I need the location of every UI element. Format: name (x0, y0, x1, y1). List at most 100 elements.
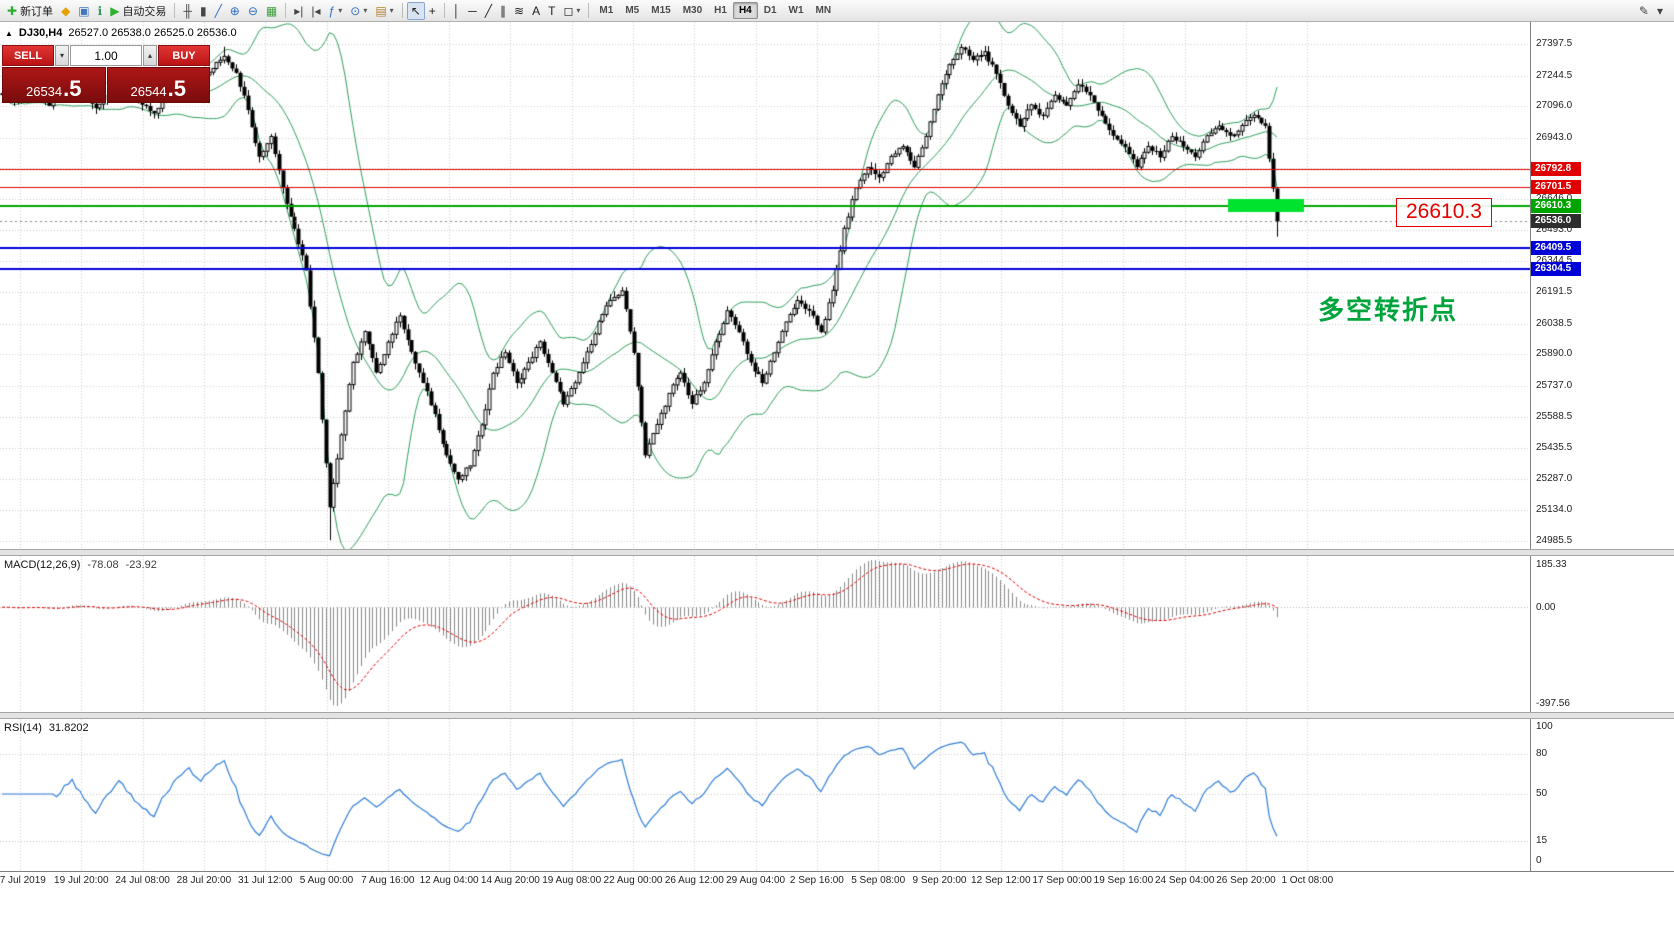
timeframe-m30-button[interactable]: M30 (682, 5, 703, 16)
annotation-text[interactable]: 多空转折点 (1318, 295, 1459, 325)
templates-button[interactable]: ▤ ▾ (371, 2, 397, 20)
timeframe-m5-button[interactable]: M5 (625, 5, 640, 16)
macd-scale-min-label: -397.56 (1536, 698, 1570, 709)
price-tick-label: 26038.5 (1536, 317, 1573, 329)
fibonacci-button[interactable]: ≋ (510, 2, 528, 20)
crosshair-button[interactable]: + (425, 2, 440, 20)
cursor-arrow-icon: ↖ (410, 3, 421, 18)
price-callout-label[interactable]: 26610.3 (1396, 198, 1492, 227)
chart-macd-splitter[interactable] (0, 549, 1674, 556)
market-watch-button[interactable]: ◆ (57, 2, 74, 20)
cursor-button[interactable]: ↖ (406, 1, 425, 20)
price-tick-label: 25435.5 (1536, 442, 1573, 454)
symbol-timeframe-label: DJ30,H4 (18, 27, 63, 39)
trendline-icon: ╱ (484, 3, 493, 18)
time-axis-label: 12 Sep 12:00 (971, 875, 1031, 886)
trade-panel-price-row: 26534 .5 26544 .5 (2, 67, 210, 103)
volume-decrease-button[interactable]: ▾ (55, 45, 69, 66)
macd-pane: MACD(12,26,9) -78.08 -23.92 185.33 0.00 -3… (0, 556, 1674, 712)
price-scale[interactable]: 27397.527244.527096.026943.026794.526646… (1530, 22, 1674, 549)
time-axis-label: 19 Jul 20:00 (54, 875, 109, 886)
navigator-icon: ▣ (78, 3, 90, 18)
zoom-out-icon: ⊖ (247, 3, 258, 18)
macd-rsi-splitter[interactable] (0, 712, 1674, 719)
time-axis-label: 29 Aug 04:00 (726, 875, 786, 886)
time-axis-label: 24 Sep 04:00 (1154, 875, 1215, 886)
grid-button[interactable]: ▦ (262, 2, 281, 20)
time-axis-label: 14 Aug 20:00 (480, 875, 540, 886)
buy-button[interactable]: BUY (158, 45, 210, 66)
crosshair-icon: + (428, 3, 436, 18)
price-tick-label: 27244.5 (1536, 69, 1573, 81)
rsi-scale[interactable]: 100 80 50 15 0 (1530, 719, 1674, 871)
price-chart-canvas[interactable] (0, 22, 1530, 549)
toolbar-separator (588, 3, 590, 18)
buy-price-pips: .5 (167, 76, 186, 102)
time-axis-label: 24 Jul 08:00 (115, 875, 170, 886)
rsi-canvas[interactable] (0, 719, 1530, 871)
compose-button[interactable]: ✎ (1635, 2, 1653, 20)
chart-shift-icon: |◂ (311, 3, 321, 18)
timeframe-w1-button[interactable]: W1 (788, 5, 804, 16)
price-tick-label: 25737.0 (1536, 379, 1573, 391)
buy-price-display[interactable]: 26544 .5 (106, 67, 210, 103)
timeframe-mn-button[interactable]: MN (815, 5, 832, 16)
timeframe-d1-button[interactable]: D1 (763, 5, 777, 16)
autotrade-button[interactable]: ▶ 自动交易 (106, 2, 170, 20)
new-order-button-label: 新订单 (20, 5, 54, 18)
timeframe-h1-button[interactable]: H1 (714, 5, 727, 16)
terminal-icon: ℹ (97, 3, 103, 18)
auto-scroll-button[interactable]: ▸| (290, 2, 307, 20)
macd-canvas[interactable] (0, 556, 1530, 712)
price-tick-label: 26943.0 (1536, 131, 1573, 143)
trendline-button[interactable]: ╱ (481, 2, 496, 20)
line-chart-button[interactable]: ╱ (211, 2, 226, 20)
panel-toggle-button[interactable]: ▾ (1653, 2, 1667, 20)
candlestick-button[interactable]: ▮ (196, 2, 211, 20)
new-order-button[interactable]: ✚ 新订单 (3, 2, 57, 20)
vertical-line-button[interactable]: │ (449, 2, 465, 20)
price-tick-label: 26493.0 (1536, 224, 1573, 236)
rsi-scale-label: 50 (1536, 788, 1548, 799)
terminal-button[interactable]: ℹ (94, 2, 107, 20)
timeframe-m15-button[interactable]: M15 (651, 5, 671, 16)
shapes-icon: ◻ (563, 3, 574, 18)
macd-scale[interactable]: 185.33 0.00 -397.56 (1530, 556, 1674, 712)
zoom-out-button[interactable]: ⊖ (244, 2, 262, 20)
toolbar-separator (443, 3, 445, 18)
time-axis-label: 1 Oct 08:00 (1281, 875, 1334, 886)
toolbar-separator (285, 3, 287, 18)
auto-scroll-icon: ▸| (294, 3, 304, 18)
price-level-tag: 26304.5 (1531, 262, 1581, 277)
price-level-tag: 26610.3 (1531, 199, 1581, 214)
fibonacci-icon: ≋ (514, 3, 525, 18)
zoom-in-button[interactable]: ⊕ (226, 2, 244, 20)
text-label-button[interactable]: T (544, 2, 559, 20)
text-button[interactable]: A (528, 2, 544, 20)
text-icon: A (532, 3, 541, 18)
toolbar-separator (174, 3, 176, 18)
sell-button[interactable]: SELL (2, 45, 54, 66)
shapes-button[interactable]: ◻ ▾ (559, 2, 584, 20)
timeframe-m1-button[interactable]: M1 (599, 5, 614, 16)
toolbar-right-buttons: ✎ ▾ (1635, 2, 1671, 20)
periods-button[interactable]: ⊙ ▾ (346, 2, 371, 20)
bar-chart-button[interactable]: ╫ (179, 2, 196, 20)
candlestick-icon: ▮ (199, 3, 207, 18)
chart-shift-button[interactable]: |◂ (307, 2, 324, 20)
channel-button[interactable]: ∥ (496, 2, 510, 20)
price-level-tag: 26701.5 (1531, 180, 1581, 195)
price-tick-label: 24985.5 (1536, 534, 1573, 546)
navigator-button[interactable]: ▣ (74, 2, 93, 20)
macd-value-main: -78.08 (87, 559, 119, 571)
volume-input[interactable] (70, 45, 142, 66)
volume-increase-button[interactable]: ▴ (143, 45, 157, 66)
sell-price-display[interactable]: 26534 .5 (2, 67, 106, 103)
trade-panel-controls-row: SELL ▾ ▴ BUY (2, 45, 210, 66)
time-axis[interactable]: 17 Jul 2019 19 Jul 20:00 24 Jul 08:00 28 Ju… (0, 871, 1674, 890)
time-axis-label: 26 Aug 12:00 (664, 875, 724, 886)
indicators-button[interactable]: ƒ ▾ (325, 2, 347, 20)
horizontal-line-button[interactable]: ─ (464, 2, 481, 20)
timeframe-h4-button[interactable]: H4 (732, 2, 758, 19)
new-order-icon: ✚ (7, 3, 18, 18)
